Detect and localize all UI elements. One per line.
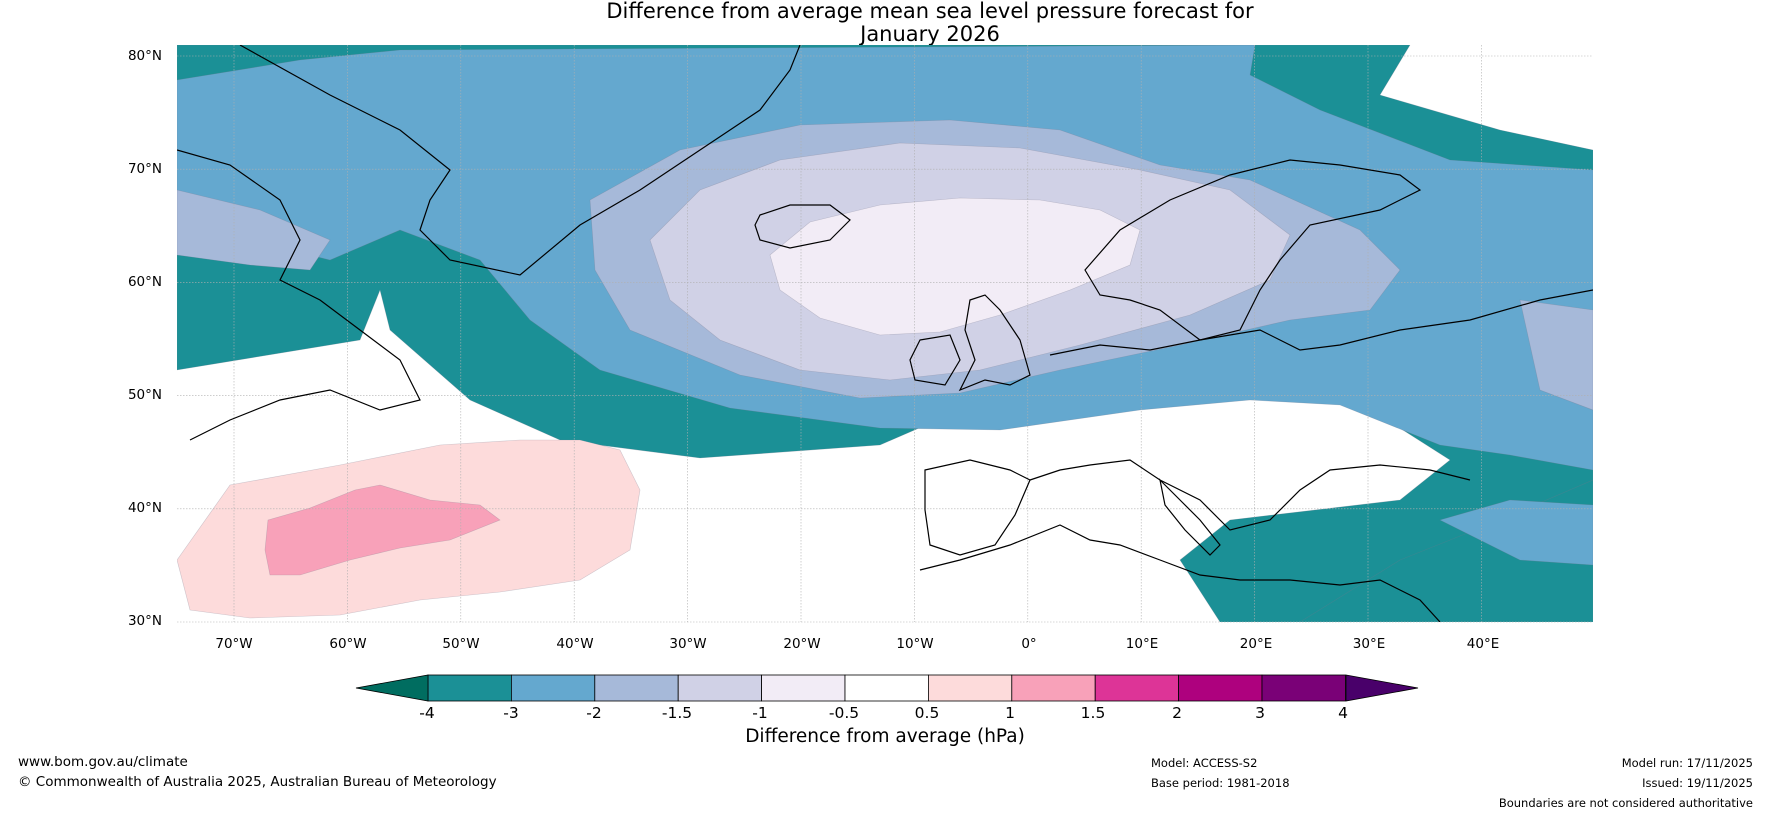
colorbar-segment bbox=[427, 674, 512, 702]
britain-coast bbox=[958, 294, 1031, 392]
europe-coast bbox=[1049, 289, 1593, 356]
copyright-notice: © Commonwealth of Australia 2025, Austra… bbox=[18, 774, 497, 790]
latitude-label-80n: 80°N bbox=[127, 48, 162, 64]
latitude-label-50n: 50°N bbox=[127, 387, 162, 403]
colorbar-tick: 1.5 bbox=[1080, 704, 1106, 722]
colorbar-segment bbox=[1178, 674, 1263, 702]
colorbar-tick: 0.5 bbox=[914, 704, 940, 722]
longitude-label-50w: 50°W bbox=[442, 636, 480, 652]
longitude-label-30e: 30°E bbox=[1352, 636, 1386, 652]
longitude-label-70w: 70°W bbox=[215, 636, 253, 652]
ireland-coast bbox=[909, 334, 961, 386]
map-title-line-1: Difference from average mean sea level p… bbox=[606, 0, 1254, 23]
colorbar-segment bbox=[1261, 674, 1346, 702]
colorbar bbox=[355, 674, 1419, 702]
greenland-coast bbox=[239, 45, 801, 276]
colorbar-under-triangle bbox=[355, 674, 429, 702]
anomaly-band-minus-1-south bbox=[1439, 499, 1593, 566]
colorbar-segment bbox=[510, 674, 596, 702]
model-run-date: Model run: 17/11/2025 bbox=[1621, 756, 1753, 770]
colorbar-tick: -1.5 bbox=[661, 704, 693, 722]
longitude-label-20e: 20°E bbox=[1239, 636, 1273, 652]
anomaly-band-plus-1 bbox=[264, 484, 501, 576]
longitude-label-10e: 10°E bbox=[1125, 636, 1159, 652]
longitude-label-30w: 30°W bbox=[669, 636, 707, 652]
website-link[interactable]: www.bom.gov.au/climate bbox=[18, 754, 188, 770]
colorbar-over-triangle bbox=[1345, 674, 1419, 702]
base-period: Base period: 1981-2018 bbox=[1151, 776, 1290, 790]
longitude-label-60w: 60°W bbox=[329, 636, 367, 652]
model-info: Model: ACCESS-S2 bbox=[1151, 756, 1258, 770]
anomaly-band-minus-3 bbox=[769, 197, 1141, 336]
boundary-disclaimer: Boundaries are not considered authoritat… bbox=[1498, 796, 1753, 810]
colorbar-segment bbox=[1094, 674, 1179, 702]
latitude-label-40n: 40°N bbox=[127, 500, 162, 516]
longitude-label-10w: 10°W bbox=[896, 636, 934, 652]
colorbar-tick: 1 bbox=[1005, 704, 1015, 722]
latitude-label-70n: 70°N bbox=[127, 161, 162, 177]
colorbar-segment bbox=[677, 674, 763, 702]
colorbar-tick: -3 bbox=[503, 704, 519, 722]
colorbar-segment bbox=[928, 674, 1013, 702]
colorbar-tick: -2 bbox=[586, 704, 602, 722]
iceland-coast bbox=[754, 204, 851, 249]
colorbar-segment bbox=[761, 674, 846, 702]
colorbar-tick: -4 bbox=[419, 704, 435, 722]
longitude-label-20w: 20°W bbox=[783, 636, 821, 652]
mediterranean-north-coast bbox=[1029, 459, 1471, 531]
italy-coast bbox=[1159, 478, 1221, 556]
colorbar-tick: -0.5 bbox=[828, 704, 860, 722]
longitude-label-0: 0° bbox=[1021, 636, 1037, 652]
longitude-label-40e: 40°E bbox=[1466, 636, 1500, 652]
colorbar-segment bbox=[1011, 674, 1096, 702]
colorbar-tick: 3 bbox=[1255, 704, 1265, 722]
issued-date: Issued: 19/11/2025 bbox=[1642, 776, 1753, 790]
anomaly-field bbox=[177, 45, 1593, 622]
iberia-coast bbox=[924, 459, 1031, 556]
africa-coast bbox=[919, 524, 1441, 622]
grid-lines bbox=[177, 45, 1593, 623]
colorbar-label: Difference from average (hPa) bbox=[745, 726, 1025, 747]
scandinavia-coast bbox=[1084, 159, 1422, 341]
latitude-label-60n: 60°N bbox=[127, 274, 162, 290]
colorbar-tick: -1 bbox=[752, 704, 768, 722]
map-title-line-2: January 2026 bbox=[860, 22, 1000, 46]
longitude-label-40w: 40°W bbox=[556, 636, 594, 652]
colorbar-tick: 4 bbox=[1338, 704, 1348, 722]
labrador-coast bbox=[177, 149, 421, 441]
coastlines bbox=[177, 45, 1593, 622]
latitude-label-30n: 30°N bbox=[127, 613, 162, 629]
colorbar-tick: 2 bbox=[1172, 704, 1182, 722]
colorbar-segment bbox=[594, 674, 679, 702]
anomaly-band-minus-1-5-west bbox=[177, 189, 331, 271]
colorbar-segment bbox=[844, 674, 929, 702]
anomaly-band-minus-1-5-east bbox=[1519, 299, 1593, 411]
